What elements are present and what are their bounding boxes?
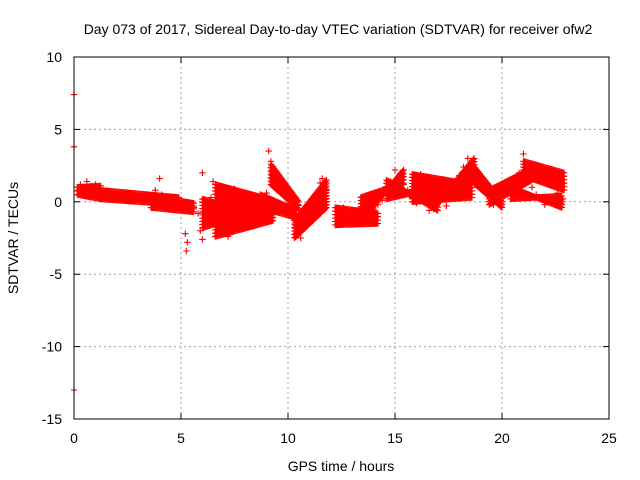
data-point <box>182 230 189 237</box>
y-tick-label: -15 <box>42 411 62 427</box>
y-tick-label: -10 <box>42 339 62 355</box>
data-point <box>184 239 191 246</box>
x-tick-label: 0 <box>70 430 78 446</box>
x-axis-label: GPS time / hours <box>288 458 395 474</box>
chart-title: Day 073 of 2017, Sidereal Day-to-day VTE… <box>84 21 593 37</box>
data-point <box>391 166 399 174</box>
plot-frame <box>73 56 610 420</box>
x-tick-label: 10 <box>280 430 296 446</box>
x-tick-label: 5 <box>177 430 185 446</box>
data-point <box>520 150 527 158</box>
y-tick-label: -5 <box>50 266 63 282</box>
data-point <box>269 217 277 224</box>
data-point <box>443 202 450 210</box>
x-tick-label: 15 <box>387 430 403 446</box>
y-axis-label: SDTVAR / TECUs <box>5 182 21 294</box>
x-tick-label: 20 <box>494 430 510 446</box>
data-point <box>183 247 190 255</box>
data-points <box>70 91 568 394</box>
y-tick-label: 10 <box>46 49 62 65</box>
data-point <box>265 147 272 155</box>
data-point <box>199 169 206 176</box>
x-tick-label: 25 <box>601 430 617 446</box>
y-tick-label: 5 <box>54 121 62 137</box>
grid-lines <box>74 57 609 419</box>
data-point <box>194 210 202 217</box>
data-point <box>199 236 206 243</box>
data-point <box>156 175 163 182</box>
axis-ticks: 0 5 10 15 20 25 -15 -10 -5 0 5 10 <box>42 49 617 446</box>
data-point <box>528 184 536 191</box>
y-tick-label: 0 <box>54 194 62 210</box>
